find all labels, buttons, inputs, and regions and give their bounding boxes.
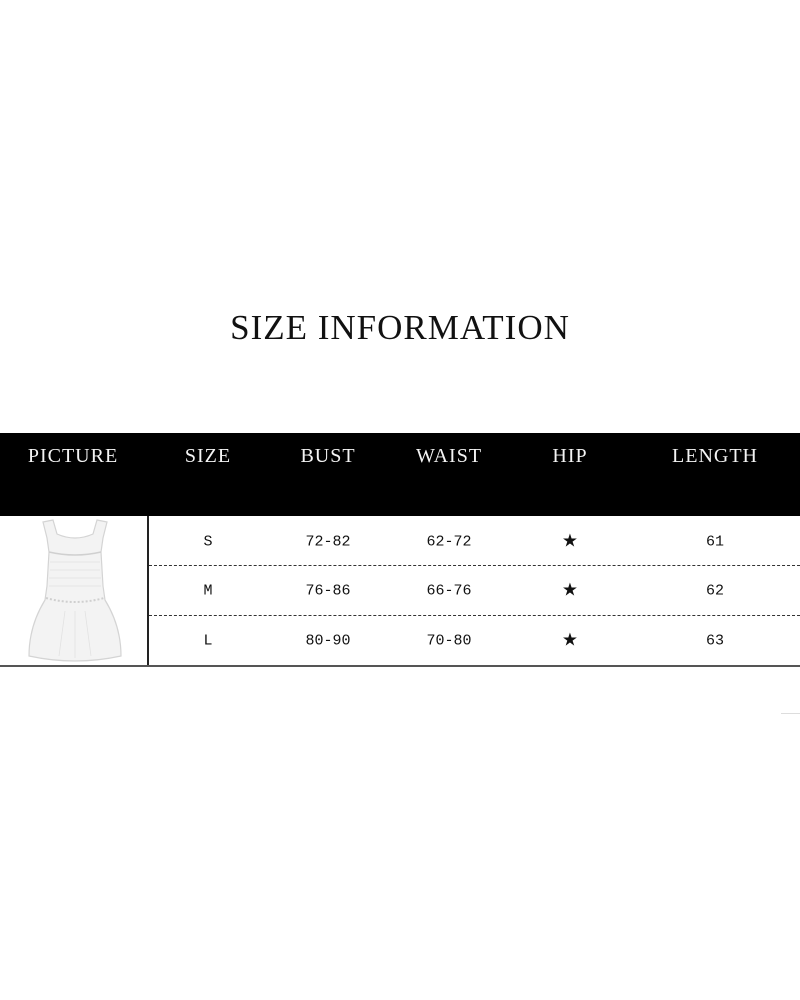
header-hip: HIP <box>552 445 588 467</box>
size-cell: S <box>203 533 213 551</box>
header-size: SIZE <box>184 445 232 467</box>
header-bust: BUST <box>300 445 356 467</box>
waist-cell: 66-76 <box>426 582 472 600</box>
waist-cell: 70-80 <box>426 632 472 650</box>
edge-mark <box>781 713 800 714</box>
header-waist: WAIST <box>415 445 483 467</box>
bust-cell: 72-82 <box>305 533 351 551</box>
column-divider <box>147 516 149 666</box>
length-cell: 63 <box>705 632 725 650</box>
table-header: PICTURE SIZE BUST WAIST HIP LENGTH <box>0 433 800 516</box>
bust-cell: 76-86 <box>305 582 351 600</box>
header-length: LENGTH <box>672 445 758 467</box>
table-bottom-border <box>0 665 800 667</box>
page-title: SIZE INFORMATION <box>230 308 570 347</box>
waist-cell: 62-72 <box>426 533 472 551</box>
length-cell: 62 <box>705 582 725 600</box>
length-cell: 61 <box>705 533 725 551</box>
star-icon: ★ <box>561 629 579 651</box>
row-divider <box>149 565 800 566</box>
dress-picture <box>28 519 122 662</box>
star-icon: ★ <box>561 530 579 552</box>
size-cell: M <box>203 582 213 600</box>
size-cell: L <box>203 632 213 650</box>
bust-cell: 80-90 <box>305 632 351 650</box>
header-picture: PICTURE <box>27 445 119 467</box>
star-icon: ★ <box>561 579 579 601</box>
row-divider <box>149 615 800 616</box>
